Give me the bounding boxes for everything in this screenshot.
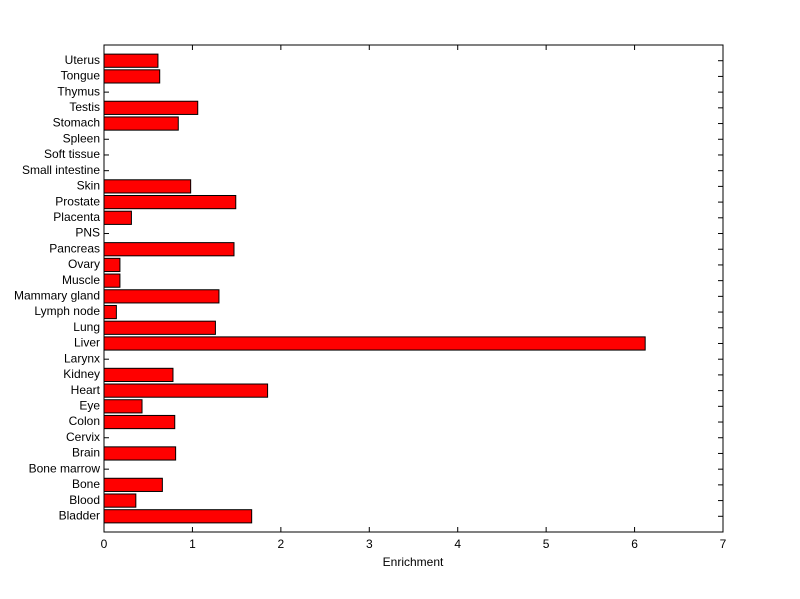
y-tick-label: PNS xyxy=(75,226,100,240)
y-tick-label: Eye xyxy=(79,398,100,412)
bar xyxy=(103,509,253,524)
y-tick-label: Larynx xyxy=(64,351,100,365)
bar xyxy=(103,194,237,210)
bar xyxy=(103,383,269,398)
bar xyxy=(103,289,220,304)
y-tick-label: Brain xyxy=(72,446,100,460)
y-tick-label: Mammary gland xyxy=(14,289,100,303)
y-tick-label: Stomach xyxy=(53,116,100,130)
bar xyxy=(103,257,121,273)
x-tick-label: 5 xyxy=(543,537,550,551)
x-tick-label: 1 xyxy=(189,537,196,551)
bar xyxy=(103,493,137,508)
bar xyxy=(103,69,161,84)
y-tick-label: Ovary xyxy=(68,257,100,271)
bar xyxy=(103,399,143,414)
y-tick-label: Soft tissue xyxy=(44,147,100,161)
y-tick-label: Cervix xyxy=(66,430,100,444)
bar xyxy=(103,273,121,288)
y-tick-label: Kidney xyxy=(63,367,100,381)
bar xyxy=(103,242,235,257)
bar xyxy=(103,336,646,351)
bar xyxy=(103,53,159,68)
y-tick-label: Testis xyxy=(69,100,100,114)
x-tick-label: 6 xyxy=(631,537,638,551)
bar xyxy=(103,179,192,194)
bar xyxy=(103,304,117,320)
x-tick-label: 0 xyxy=(101,537,108,551)
y-tick-label: Bladder xyxy=(59,508,100,522)
bar xyxy=(103,100,199,115)
y-tick-label: Thymus xyxy=(57,84,100,98)
bar xyxy=(103,414,176,430)
x-tick-label: 7 xyxy=(720,537,727,551)
x-tick-label: 3 xyxy=(366,537,373,551)
y-tick-label: Tongue xyxy=(61,69,101,83)
x-axis-label: Enrichment xyxy=(383,555,444,569)
y-tick-label: Blood xyxy=(69,493,100,507)
y-tick-label: Prostate xyxy=(55,194,100,208)
y-tick-label: Liver xyxy=(74,336,100,350)
y-tick-label: Placenta xyxy=(53,210,100,224)
y-tick-label: Muscle xyxy=(62,273,100,287)
y-tick-label: Heart xyxy=(71,383,101,397)
bar xyxy=(103,477,163,492)
x-tick-label: 4 xyxy=(454,537,461,551)
x-tick-label: 2 xyxy=(278,537,285,551)
y-tick-label: Pancreas xyxy=(49,241,100,255)
y-tick-label: Bone xyxy=(72,477,100,491)
y-tick-label: Small intestine xyxy=(22,163,100,177)
y-tick-label: Colon xyxy=(69,414,100,428)
y-tick-label: Bone marrow xyxy=(29,461,101,475)
plot-area xyxy=(103,44,724,533)
bar xyxy=(103,210,132,225)
y-tick-label: Lung xyxy=(73,320,100,334)
y-tick-label: Spleen xyxy=(63,131,100,145)
bar xyxy=(103,367,174,383)
y-tick-label: Uterus xyxy=(65,53,100,67)
bar xyxy=(103,320,216,335)
bar xyxy=(103,446,177,461)
bar xyxy=(103,116,179,131)
y-tick-label: Skin xyxy=(77,179,100,193)
y-tick-label: Lymph node xyxy=(34,304,100,318)
